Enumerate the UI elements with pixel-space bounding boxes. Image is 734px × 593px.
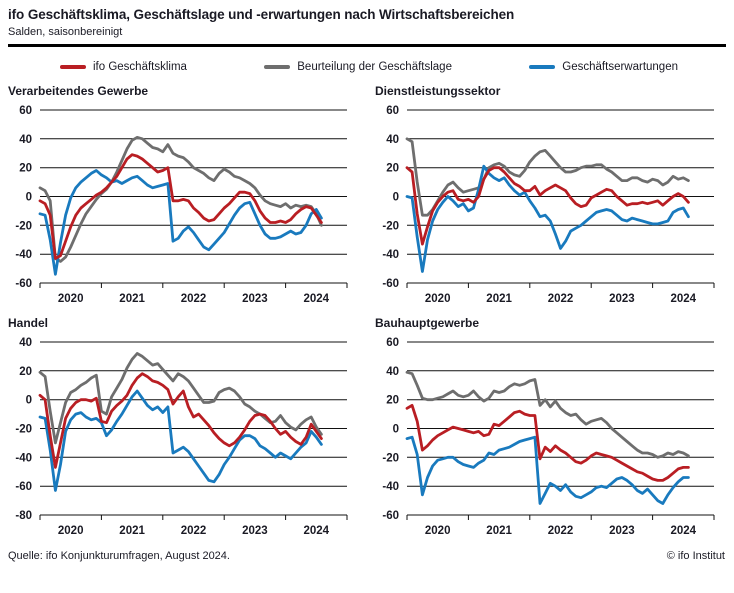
x-tick-label: 2021 [119, 525, 145, 537]
y-tick-label: 20 [386, 163, 399, 175]
x-tick-label: 2020 [58, 293, 84, 305]
y-tick-label: 0 [26, 192, 32, 204]
x-tick-label: 2022 [548, 525, 574, 537]
klima-line [405, 404, 690, 482]
y-tick-label: 40 [19, 337, 32, 349]
x-tick-label: 2020 [425, 293, 451, 305]
x-tick-label: 2024 [671, 293, 697, 305]
chart-canvas-handel: 40 20 0 -20 -40 -60 -80 2020 2021 2022 2023 2024 [15, 337, 348, 537]
x-tick-label: 2020 [425, 525, 451, 537]
klima-line-swatch-icon [60, 64, 86, 70]
y-tick-label: 0 [393, 424, 399, 436]
divider-rule [8, 44, 726, 47]
charts-grid: Verarbeitendes Gewerbe 60 40 20 0 -20 -40 -60 2… [0, 79, 734, 543]
page-subtitle: Salden, saisonbereinigt [8, 26, 123, 38]
y-tick-label: 20 [19, 163, 32, 175]
erwartungen-line [405, 164, 690, 273]
y-tick-label: -60 [15, 278, 32, 290]
erwartungen-line [405, 435, 690, 505]
erwartungen-line [38, 389, 323, 492]
lage-line [405, 370, 690, 459]
x-tick-label: 2021 [486, 525, 512, 537]
x-tick-label: 2024 [304, 293, 330, 305]
x-tick-label: 2023 [609, 525, 635, 537]
y-tick-label: -20 [382, 220, 399, 232]
x-tick-label: 2022 [548, 293, 574, 305]
y-tick-label: 0 [26, 395, 32, 407]
x-tick-label: 2024 [671, 525, 697, 537]
header: ifo Geschäftsklima, Geschäftslage und -e… [0, 0, 734, 39]
chart-verarbeitendes-gewerbe: Verarbeitendes Gewerbe 60 40 20 0 -20 -40 -60 2… [0, 79, 367, 311]
legend-item-lage: Beurteilung der Geschäftslage [264, 61, 452, 73]
x-tick-label: 2021 [486, 293, 512, 305]
y-tick-label: -40 [382, 249, 399, 261]
chart-title: Handel [8, 316, 49, 330]
legend-label-lage: Beurteilung der Geschäftslage [297, 61, 452, 73]
x-tick-label: 2022 [181, 293, 207, 305]
x-tick-label: 2023 [609, 293, 635, 305]
chart-handel: Handel 40 20 0 -20 -40 -60 -80 2020 2021 2022 2023… [0, 311, 367, 543]
y-tick-label: 40 [386, 366, 399, 378]
x-tick-label: 2023 [242, 293, 268, 305]
y-tick-label: -60 [382, 278, 399, 290]
y-tick-label: 0 [393, 192, 399, 204]
lage-line-swatch-icon [264, 64, 291, 70]
chart-canvas-dienstleistungssektor: 60 40 20 0 -20 -40 -60 2020 2021 2022 2023 2024 [382, 105, 715, 305]
chart-canvas-bauhauptgewerbe: 60 40 20 0 -20 -40 -60 2020 2021 2022 2023 2024 [382, 337, 715, 537]
lage-line [38, 352, 323, 445]
y-tick-label: -60 [15, 481, 32, 493]
legend-label-klima: ifo Geschäftsklima [93, 61, 187, 73]
y-tick-label: 20 [386, 395, 399, 407]
x-tick-label: 2021 [119, 293, 145, 305]
erwartungen-line [38, 169, 323, 276]
y-tick-label: 20 [19, 366, 32, 378]
legend-item-klima: ifo Geschäftsklima [60, 61, 187, 73]
y-tick-label: -40 [15, 452, 32, 464]
x-tick-label: 2024 [304, 525, 330, 537]
x-tick-label: 2022 [181, 525, 207, 537]
page-title: ifo Geschäftsklima, Geschäftslage und -e… [8, 7, 515, 22]
klima-line [38, 372, 323, 469]
chart-bauhauptgewerbe: Bauhauptgewerbe 60 40 20 0 -20 -40 -60 2020 2021… [367, 311, 734, 543]
y-tick-label: -80 [15, 510, 32, 522]
chart-title: Verarbeitendes Gewerbe [8, 84, 149, 98]
y-tick-label: -60 [382, 510, 399, 522]
copyright-note: © ifo Institut [666, 550, 725, 562]
y-tick-label: 60 [386, 337, 399, 349]
chart-canvas-verarbeitendes-gewerbe: 60 40 20 0 -20 -40 -60 2020 2021 2022 2023 2024 [15, 105, 348, 305]
chart-title: Bauhauptgewerbe [375, 316, 480, 330]
y-tick-label: 60 [386, 105, 399, 117]
legend-label-erwartungen: Geschäftserwartungen [562, 61, 678, 73]
legend: ifo Geschäftsklima Beurteilung der Gesch… [0, 47, 734, 79]
y-tick-label: -40 [382, 481, 399, 493]
erwartungen-line-swatch-icon [529, 64, 556, 70]
x-tick-label: 2023 [242, 525, 268, 537]
klima-line [405, 166, 690, 246]
legend-item-erwartungen: Geschäftserwartungen [529, 61, 678, 73]
x-tick-label: 2020 [58, 525, 84, 537]
source-note: Quelle: ifo Konjunkturumfragen, August 2… [8, 550, 230, 562]
chart-dienstleistungssektor: Dienstleistungssektor 60 40 20 0 -20 -40 -60 20… [367, 79, 734, 311]
klima-line [38, 153, 323, 260]
y-tick-label: -40 [15, 249, 32, 261]
y-tick-label: -20 [382, 452, 399, 464]
chart-title: Dienstleistungssektor [375, 84, 501, 98]
y-tick-label: -20 [15, 220, 32, 232]
y-tick-label: -20 [15, 424, 32, 436]
lage-line [405, 137, 690, 217]
y-tick-label: 40 [386, 134, 399, 146]
y-tick-label: 40 [19, 134, 32, 146]
y-tick-label: 60 [19, 105, 32, 117]
footer: Quelle: ifo Konjunkturumfragen, August 2… [0, 543, 734, 562]
lage-line [38, 136, 323, 263]
